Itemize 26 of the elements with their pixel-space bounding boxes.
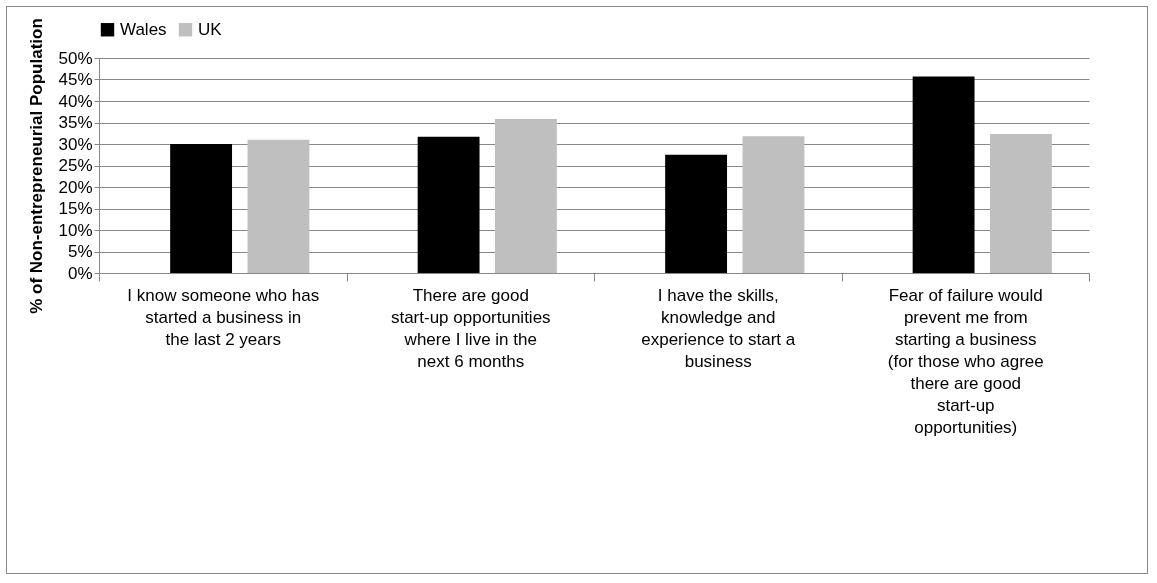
y-tick-label: 30%: [58, 134, 93, 154]
legend-label: Wales: [120, 19, 167, 39]
bar: [990, 134, 1052, 273]
bar: [742, 136, 805, 273]
bar: [665, 154, 728, 273]
bar: [417, 136, 480, 273]
bar: [495, 119, 557, 273]
legend-label: UK: [198, 19, 223, 39]
y-tick-label: 35%: [58, 113, 93, 132]
bar: [170, 144, 233, 273]
x-tick-label: I know someone who has started a business in the last 2 years: [127, 285, 320, 349]
y-tick-label: 50%: [58, 48, 93, 68]
y-tick-label: 25%: [58, 156, 93, 175]
y-tick-label: 10%: [58, 220, 93, 240]
bar: [912, 76, 975, 273]
y-tick-label: 5%: [67, 242, 93, 261]
x-tick-label: Fear of failure would prevent me from starting a business (for those who agree there are good start-up opportunities): [887, 285, 1044, 437]
y-axis-title: % of Non-entrepreneurial Population: [27, 18, 47, 314]
x-tick-label: There are good start-up opportunities where I live in the next 6 months: [390, 285, 551, 371]
x-tick-label: I have the skills, knowledge and experience to start a business: [641, 285, 796, 371]
y-tick-label: 15%: [58, 199, 93, 218]
y-tick-label: 45%: [58, 70, 93, 89]
y-tick-label: 20%: [58, 177, 93, 197]
bar: [247, 139, 310, 273]
y-tick-label: 40%: [58, 91, 93, 111]
y-tick-label: 0%: [67, 263, 93, 283]
